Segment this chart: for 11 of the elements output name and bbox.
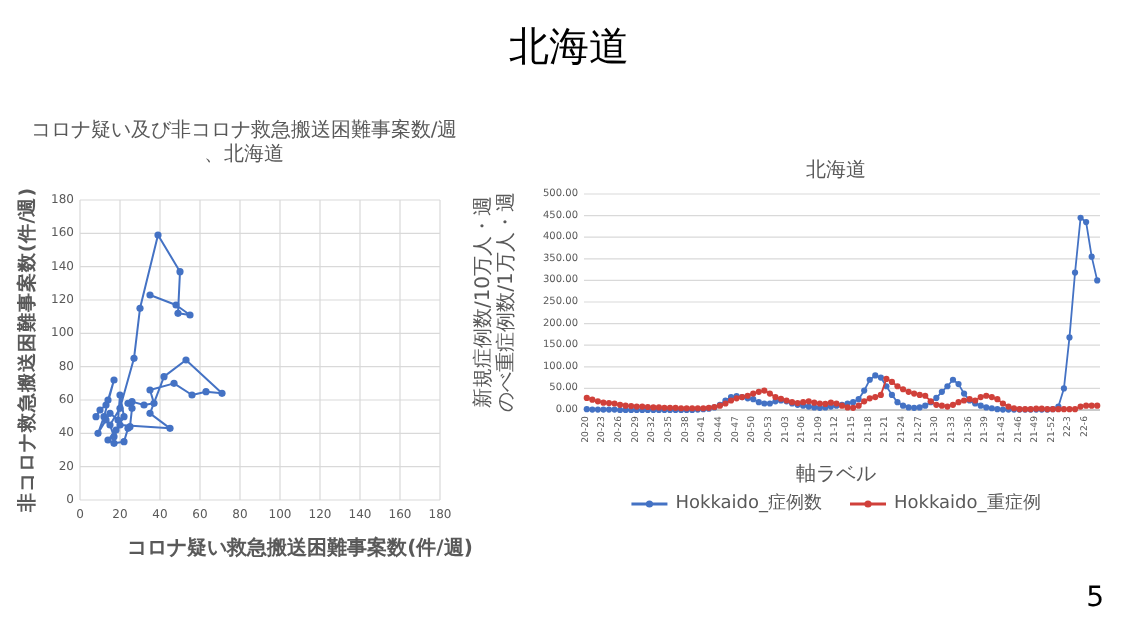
line-series [92,231,226,447]
text: 北海道 [509,22,629,70]
y-axis-title: 新規症例数/10万人・週のべ重症例数/1万人・週 [471,192,518,412]
legend-label: Hokkaido_症例数 [675,492,822,514]
chart-title: 北海道 [806,158,866,182]
chart-title: コロナ疑い及び非コロナ救急搬送困難事案数/週、北海道 [30,118,458,166]
x-axis-title: コロナ疑い救急搬送困難事案数(件/週) [127,536,473,560]
legend-label: Hokkaido_重症例 [894,492,1041,514]
x-axis-title: 軸ラベル [796,462,876,486]
y-axis-title: 非コロナ救急搬送困難事案数(件/週) [15,187,39,515]
text: 5 [1086,582,1104,614]
